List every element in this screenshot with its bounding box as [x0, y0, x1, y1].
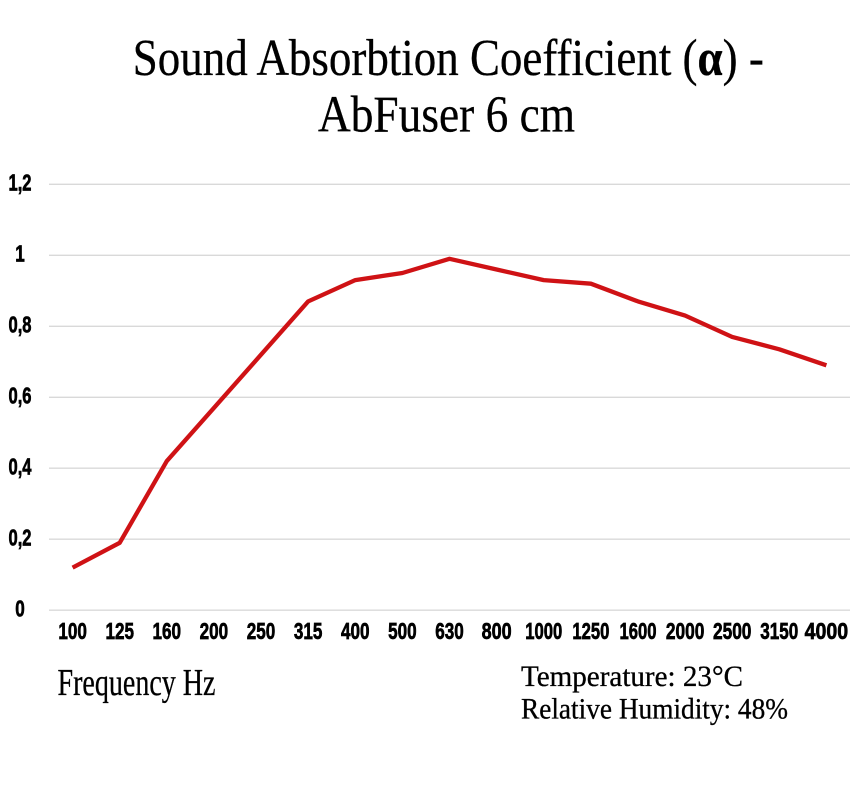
- svg-text:250: 250: [247, 618, 276, 644]
- svg-text:Relative Humidity: 48%: Relative Humidity: 48%: [521, 693, 788, 725]
- svg-text:125: 125: [105, 618, 134, 644]
- svg-text:800: 800: [482, 618, 512, 644]
- svg-text:2000: 2000: [666, 618, 705, 644]
- svg-text:0,6: 0,6: [9, 383, 32, 409]
- svg-text:2500: 2500: [713, 618, 752, 644]
- svg-text:1000: 1000: [525, 618, 562, 644]
- svg-text:Temperature: 23°C: Temperature: 23°C: [521, 661, 743, 693]
- svg-text:1250: 1250: [572, 618, 609, 644]
- svg-text:Sound Absorbtion Coefficient (: Sound Absorbtion Coefficient (α) -: [133, 30, 764, 87]
- svg-text:1600: 1600: [620, 618, 657, 644]
- svg-text:1: 1: [15, 241, 25, 267]
- svg-text:4000: 4000: [805, 618, 849, 644]
- svg-text:315: 315: [294, 618, 323, 644]
- svg-text:100: 100: [58, 618, 87, 644]
- svg-text:400: 400: [341, 618, 370, 644]
- svg-text:500: 500: [388, 618, 417, 644]
- svg-text:0,8: 0,8: [9, 312, 32, 338]
- svg-text:Frequency Hz: Frequency Hz: [58, 662, 216, 704]
- svg-text:200: 200: [200, 618, 229, 644]
- svg-text:3150: 3150: [760, 618, 798, 644]
- svg-text:0: 0: [15, 595, 25, 621]
- svg-text:0,2: 0,2: [9, 524, 32, 550]
- svg-text:160: 160: [153, 618, 182, 644]
- svg-text:AbFuser 6 cm: AbFuser 6 cm: [318, 86, 575, 143]
- svg-text:630: 630: [435, 618, 464, 644]
- svg-text:1,2: 1,2: [9, 170, 32, 196]
- svg-text:0,4: 0,4: [9, 453, 32, 479]
